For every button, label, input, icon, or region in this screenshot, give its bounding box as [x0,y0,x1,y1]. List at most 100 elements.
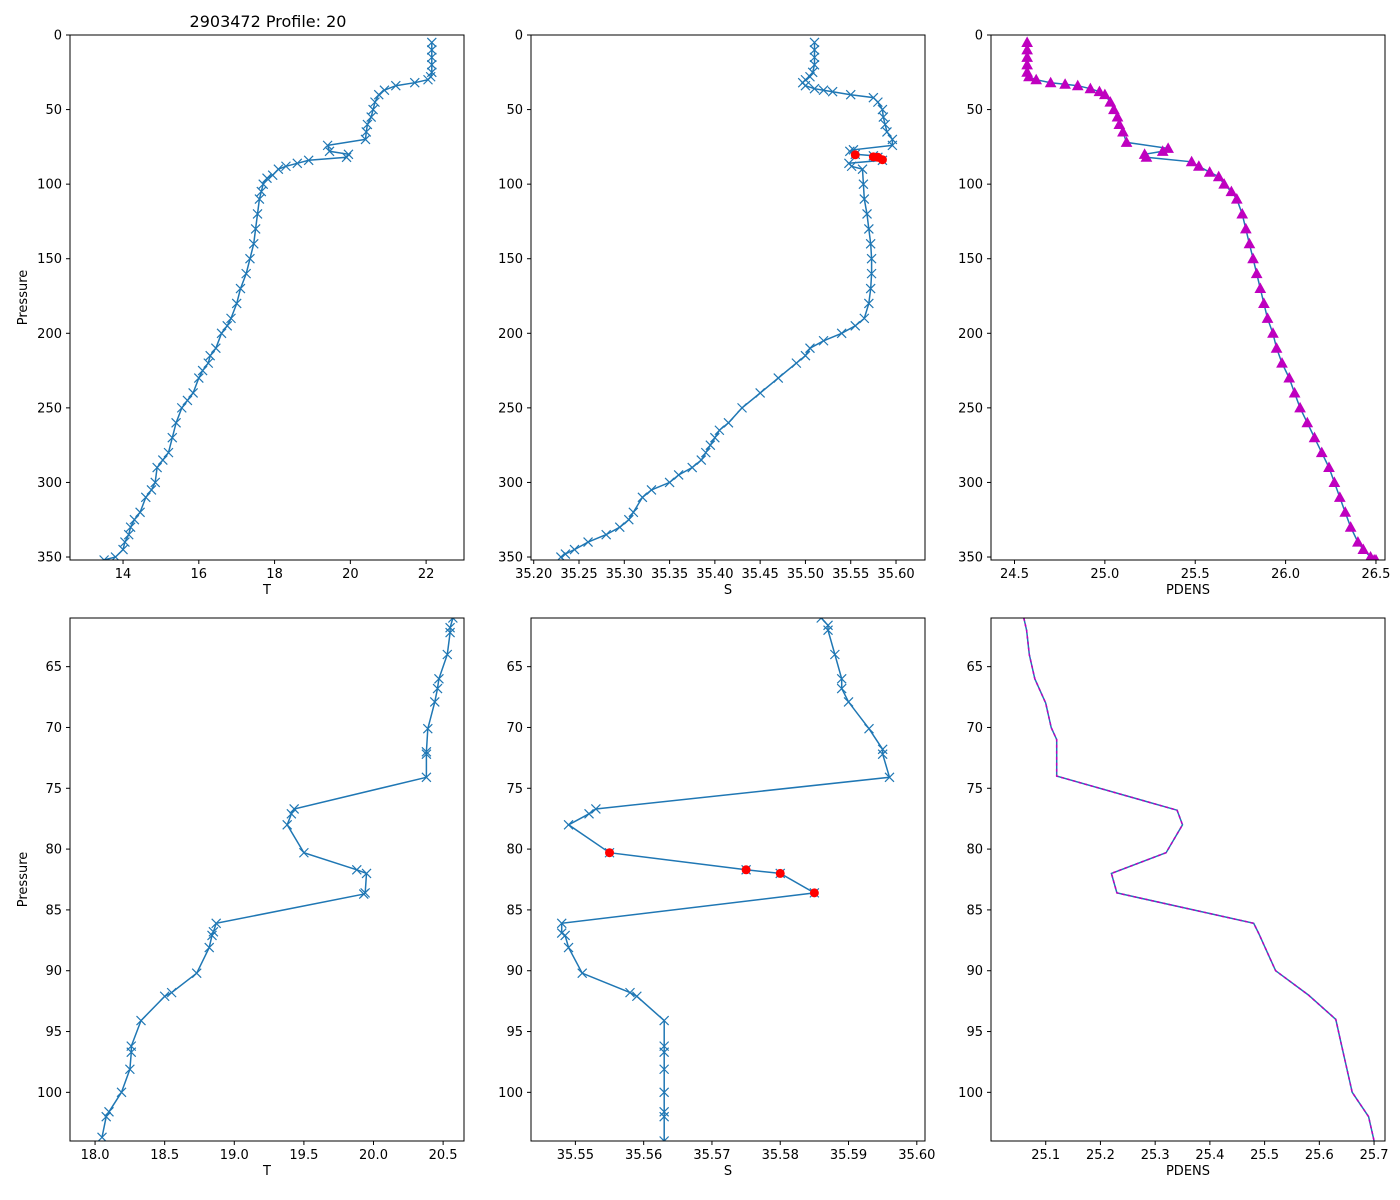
data-point [687,462,698,473]
data-point [101,1111,112,1122]
y-tick-label: 200 [958,327,983,342]
data-point [1261,312,1274,323]
data-point [171,417,182,428]
data-point [709,432,720,443]
y-tick-label: 90 [506,964,523,979]
x-tick-label: 19.0 [220,1148,249,1163]
y-tick-label: 250 [958,401,983,416]
data-point [152,462,163,473]
data-point [836,683,847,694]
data-point [659,1136,670,1141]
series-line [560,42,894,558]
y-tick-label: 0 [54,29,62,44]
outlier-point [775,868,785,878]
data-point [827,86,838,97]
data-point [292,158,303,169]
x-tick-label: 35.40 [696,567,733,582]
y-tick-label: 75 [45,782,62,797]
y-tick-label: 80 [966,843,983,858]
data-point [659,1064,670,1075]
data-point [659,1015,670,1026]
x-tick-label: 35.35 [651,567,688,582]
data-point [409,77,420,88]
data-point [1117,125,1129,137]
x-axis-label: PDENS [1166,583,1210,598]
data-point [714,425,725,436]
data-point [282,819,293,830]
data-point [434,673,444,684]
data-point [1140,151,1153,162]
x-axis-label: S [724,1164,732,1179]
data-point [809,37,820,48]
data-point [432,683,443,694]
data-point [176,402,187,413]
data-point [859,313,870,324]
data-point [361,868,372,879]
data-point [563,942,574,953]
data-point [1212,170,1225,182]
data-point [245,253,255,264]
data-point [207,930,217,941]
data-point [1023,70,1035,82]
data-point [99,555,110,560]
outlier-point [877,155,887,165]
data-point [887,140,898,151]
data-point [823,620,833,631]
data-point [859,194,870,204]
data-point [1315,446,1328,458]
data-point [863,223,874,234]
data-point [208,926,219,937]
data-point [1301,416,1314,428]
data-point [818,85,829,96]
data-point [696,455,707,465]
data-point [241,268,252,279]
data-point [421,749,432,760]
y-tick-label: 100 [498,178,523,193]
data-point [773,373,784,383]
data-point [421,772,432,783]
data-point [1044,76,1057,88]
data-point [866,268,877,279]
subplot-bottom-PDENS: 25.1 25.2 25.3 25.4 25.5 25.6 25.7 65 70 75 80 85 90… [958,617,1389,1179]
data-point [805,343,815,354]
y-tick-label: 300 [37,476,62,491]
x-axis-label: S [724,583,732,598]
data-point [110,552,121,560]
x-tick-label: 25.4 [1195,1148,1224,1163]
data-point [351,864,362,875]
data-point [560,930,571,941]
data-point [623,514,634,525]
data-point [366,112,377,122]
data-point [426,44,437,55]
y-tick-label: 95 [506,1025,523,1040]
x-tick-label: 20 [342,567,359,582]
data-point [421,746,432,757]
data-point [193,373,204,383]
outlier-point [741,865,751,875]
data-point [809,44,820,55]
axes-frame [69,34,465,561]
x-tick-label: 35.58 [762,1148,799,1163]
data-point [1247,252,1259,264]
data-point [123,529,134,540]
data-point [1333,491,1346,502]
y-tick-label: 350 [37,551,62,566]
x-tick-label: 35.25 [560,567,597,582]
y-tick-label: 65 [45,660,62,675]
x-tick-label: 35.20 [515,567,552,582]
data-point [210,343,221,354]
y-tick-label: 350 [958,551,983,566]
data-point [850,320,861,331]
data-point [124,1064,135,1075]
data-point [1225,185,1238,197]
data-point [664,477,675,488]
data-point [823,625,833,636]
data-point [863,298,874,309]
data-point [1357,543,1370,555]
data-point [1059,78,1071,89]
data-point [1250,267,1263,279]
data-point [379,85,390,96]
y-tick-label: 200 [37,327,62,342]
data-point [322,140,333,151]
data-point [370,97,380,108]
